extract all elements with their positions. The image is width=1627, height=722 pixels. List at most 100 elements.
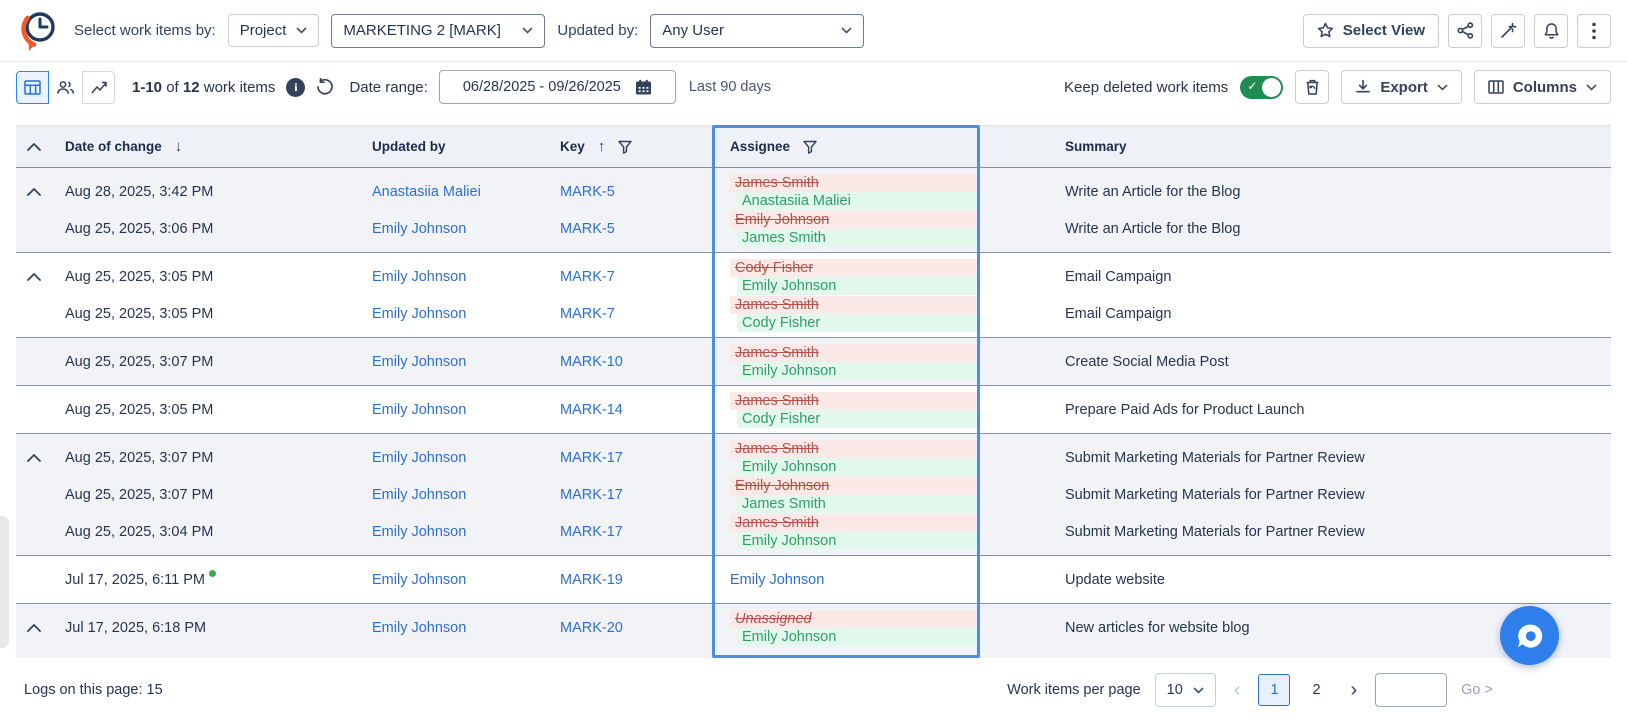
assignee-current-value: Emily Johnson bbox=[730, 571, 825, 588]
updated-by-cell: Emily Johnson bbox=[372, 402, 560, 418]
assignee-new-value: Emily Johnson bbox=[737, 457, 980, 476]
collapse-group-icon[interactable] bbox=[16, 272, 65, 281]
export-button[interactable]: Export bbox=[1341, 70, 1462, 104]
date-range-input[interactable]: 06/28/2025 - 09/26/2025 bbox=[438, 70, 676, 104]
assignee-old-value: James Smith bbox=[730, 173, 980, 192]
work-item-key-link[interactable]: MARK-17 bbox=[560, 486, 623, 503]
info-icon[interactable]: i bbox=[286, 77, 306, 97]
columns-button[interactable]: Columns bbox=[1473, 70, 1611, 104]
columns-icon bbox=[1488, 80, 1504, 94]
work-item-key-link[interactable]: MARK-7 bbox=[560, 268, 615, 285]
notifications-button[interactable] bbox=[1534, 13, 1568, 48]
summary-cell: Email Campaign bbox=[1065, 268, 1172, 285]
collapse-group-icon[interactable] bbox=[16, 623, 65, 632]
work-item-key-link[interactable]: MARK-5 bbox=[560, 183, 615, 200]
updated-by-link[interactable]: Emily Johnson bbox=[372, 401, 467, 418]
deleted-items-trash-button[interactable] bbox=[1295, 70, 1330, 104]
work-item-key-link[interactable]: MARK-10 bbox=[560, 353, 623, 370]
updated-by-link[interactable]: Emily Johnson bbox=[372, 619, 467, 636]
items-of: of bbox=[166, 78, 179, 96]
collapse-group-icon[interactable] bbox=[16, 453, 65, 462]
project-dropdown[interactable]: MARKETING 2 [MARK] bbox=[331, 13, 546, 48]
work-item-key-link[interactable]: MARK-7 bbox=[560, 305, 615, 322]
updated-by-link[interactable]: Anastasiia Maliei bbox=[372, 183, 481, 200]
work-item-group: Aug 28, 2025, 3:42 PM Anastasiia Maliei MA… bbox=[16, 168, 1611, 252]
chart-view-button[interactable] bbox=[82, 70, 115, 104]
calendar-icon[interactable] bbox=[635, 79, 652, 96]
header-updated-by[interactable]: Updated by bbox=[372, 139, 560, 154]
more-options-button[interactable] bbox=[1577, 13, 1611, 48]
filter-funnel-icon[interactable] bbox=[618, 140, 632, 154]
chevron-down-icon bbox=[1437, 83, 1448, 91]
assignee-old-value: James Smith bbox=[730, 513, 980, 532]
change-date: Aug 25, 2025, 3:04 PM bbox=[65, 523, 214, 540]
header-date-of-change[interactable]: Date of change ↓ bbox=[65, 138, 372, 155]
table-header-row: Date of change ↓ Updated by Key ↑ Assign… bbox=[16, 125, 1611, 168]
table-row: Aug 25, 2025, 3:07 PM Emily Johnson MARK-1… bbox=[16, 343, 1611, 380]
previous-page-button[interactable]: ‹ bbox=[1230, 680, 1245, 700]
key-cell: MARK-7 bbox=[560, 269, 712, 285]
share-button[interactable] bbox=[1448, 13, 1482, 48]
users-view-button[interactable] bbox=[49, 70, 82, 104]
header-assignee[interactable]: Assignee bbox=[712, 139, 980, 154]
chevron-down-icon bbox=[1193, 686, 1204, 694]
table-row: Aug 28, 2025, 3:42 PM Anastasiia Maliei MA… bbox=[16, 173, 1611, 210]
work-item-key-link[interactable]: MARK-17 bbox=[560, 523, 623, 540]
work-item-key-link[interactable]: MARK-5 bbox=[560, 220, 615, 237]
updated-by-link[interactable]: Emily Johnson bbox=[372, 305, 467, 322]
updated-by-cell: Emily Johnson bbox=[372, 487, 560, 503]
updated-by-link[interactable]: Emily Johnson bbox=[372, 486, 467, 503]
user-dropdown[interactable]: Any User bbox=[650, 13, 865, 48]
updated-by-link[interactable]: Emily Johnson bbox=[372, 449, 467, 466]
collapse-group-icon[interactable] bbox=[16, 187, 65, 196]
left-drawer-handle[interactable] bbox=[0, 516, 9, 648]
table-row: Aug 25, 2025, 3:07 PM Emily Johnson MARK-1… bbox=[16, 476, 1611, 513]
work-item-key-link[interactable]: MARK-14 bbox=[560, 401, 623, 418]
updated-by-link[interactable]: Emily Johnson bbox=[372, 353, 467, 370]
key-cell: MARK-20 bbox=[560, 620, 712, 636]
sort-asc-icon[interactable]: ↑ bbox=[597, 138, 606, 155]
per-page-value: 10 bbox=[1166, 682, 1183, 698]
go-to-page-button[interactable]: Go > bbox=[1461, 682, 1493, 698]
header-summary[interactable]: Summary bbox=[980, 139, 1611, 154]
updated-by-link[interactable]: Emily Johnson bbox=[372, 571, 467, 588]
sort-desc-icon[interactable]: ↓ bbox=[174, 138, 183, 155]
trash-restore-icon bbox=[1304, 78, 1321, 96]
updated-by-link[interactable]: Emily Johnson bbox=[372, 268, 467, 285]
change-date: Aug 25, 2025, 3:07 PM bbox=[65, 449, 214, 466]
refresh-icon[interactable] bbox=[316, 78, 334, 96]
next-page-button[interactable]: › bbox=[1346, 680, 1361, 700]
scope-dropdown[interactable]: Project bbox=[227, 14, 320, 47]
key-cell: MARK-14 bbox=[560, 402, 712, 418]
magic-wand-button[interactable] bbox=[1491, 13, 1525, 48]
work-item-key-link[interactable]: MARK-17 bbox=[560, 449, 623, 466]
filter-funnel-icon[interactable] bbox=[803, 140, 817, 154]
assignee-new-value: James Smith bbox=[737, 228, 980, 247]
updated-by-cell: Emily Johnson bbox=[372, 269, 560, 285]
work-item-key-link[interactable]: MARK-20 bbox=[560, 619, 623, 636]
keep-deleted-toggle[interactable]: ✓ bbox=[1240, 75, 1284, 99]
per-page-select[interactable]: 10 bbox=[1154, 673, 1216, 707]
collapse-all-button[interactable] bbox=[16, 142, 65, 151]
header-key[interactable]: Key ↑ bbox=[560, 138, 712, 155]
summary-cell: Submit Marketing Materials for Partner R… bbox=[1065, 486, 1365, 503]
page-button-1[interactable]: 1 bbox=[1258, 674, 1291, 706]
key-cell: MARK-5 bbox=[560, 221, 712, 237]
header-summary-label: Summary bbox=[1065, 139, 1127, 154]
change-date: Aug 25, 2025, 3:07 PM bbox=[65, 486, 214, 503]
kebab-menu-icon bbox=[1592, 22, 1596, 40]
select-view-button[interactable]: Select View bbox=[1302, 13, 1439, 48]
page-button-2[interactable]: 2 bbox=[1300, 674, 1332, 706]
updated-by-link[interactable]: Emily Johnson bbox=[372, 523, 467, 540]
search-fab-button[interactable] bbox=[1500, 606, 1559, 665]
export-label: Export bbox=[1380, 78, 1428, 96]
table-view-button[interactable] bbox=[16, 70, 49, 104]
updated-by-link[interactable]: Emily Johnson bbox=[372, 220, 467, 237]
summary-cell: Write an Article for the Blog bbox=[1065, 220, 1241, 237]
chevron-down-icon bbox=[522, 27, 533, 34]
work-item-key-link[interactable]: MARK-19 bbox=[560, 571, 623, 588]
keep-deleted-label: Keep deleted work items bbox=[1064, 78, 1229, 96]
new-change-dot bbox=[209, 569, 216, 577]
header-assignee-label: Assignee bbox=[730, 139, 791, 154]
page-number-input[interactable] bbox=[1375, 673, 1448, 707]
